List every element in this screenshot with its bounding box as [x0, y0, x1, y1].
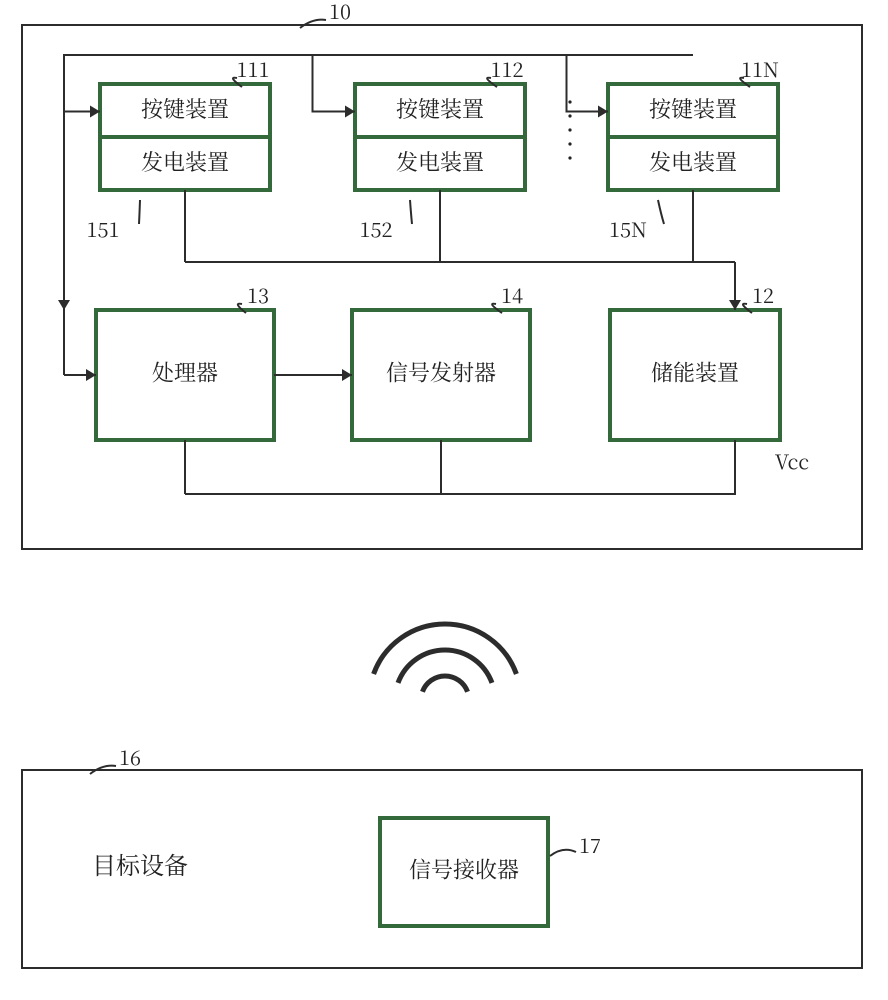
svg-text:13: 13: [247, 280, 269, 309]
svg-text:按键装置: 按键装置: [396, 93, 484, 124]
svg-text:11N: 11N: [741, 54, 779, 83]
vcc-bus: [185, 440, 735, 494]
svg-text:14: 14: [501, 280, 523, 309]
svg-text:信号接收器: 信号接收器: [409, 854, 519, 885]
svg-text:10: 10: [329, 0, 351, 25]
svg-text:按键装置: 按键装置: [649, 93, 737, 124]
svg-text:处理器: 处理器: [152, 357, 218, 388]
svg-text:12: 12: [752, 280, 774, 309]
svg-text:151: 151: [87, 214, 120, 243]
svg-text:Vcc: Vcc: [775, 446, 809, 475]
svg-text:152: 152: [360, 214, 393, 243]
svg-text:按键装置: 按键装置: [141, 93, 229, 124]
svg-text:发电装置: 发电装置: [396, 146, 484, 177]
svg-text:112: 112: [491, 54, 524, 83]
svg-text:发电装置: 发电装置: [141, 146, 229, 177]
svg-text:储能装置: 储能装置: [651, 357, 739, 388]
svg-text:信号发射器: 信号发射器: [386, 357, 496, 388]
wireless-arc: [422, 676, 467, 692]
svg-text:17: 17: [579, 830, 601, 859]
svg-text:发电装置: 发电装置: [649, 146, 737, 177]
svg-text:111: 111: [237, 54, 270, 83]
svg-text:16: 16: [119, 742, 141, 771]
svg-text:目标设备: 目标设备: [92, 846, 188, 881]
svg-text:15N: 15N: [609, 214, 647, 243]
